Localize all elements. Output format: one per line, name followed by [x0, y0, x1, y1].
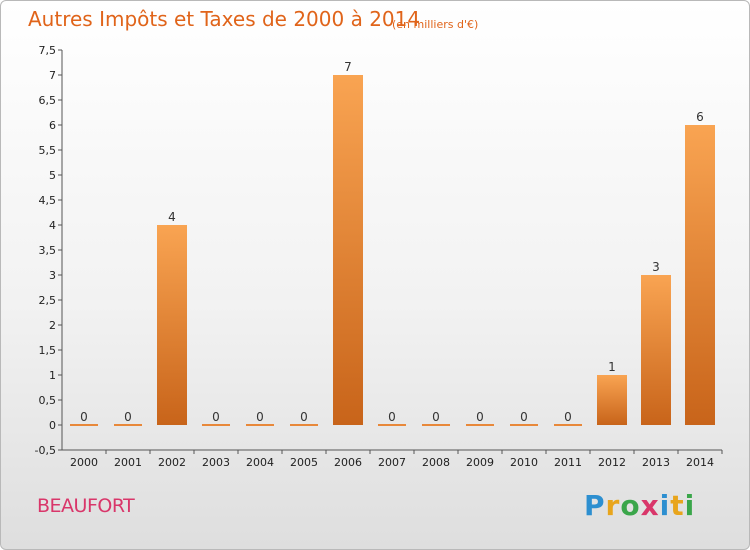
data-label: 0 [300, 410, 308, 424]
x-tick-label: 2009 [466, 456, 494, 469]
y-tick-label: 3,5 [39, 244, 57, 257]
proxiti-logo: Proxiti [584, 489, 695, 522]
y-tick-label: 4,5 [39, 194, 57, 207]
y-tick-label: 5,5 [39, 144, 57, 157]
bar [157, 225, 187, 425]
bar [378, 424, 406, 426]
data-label: 0 [520, 410, 528, 424]
y-tick-label: 3 [49, 269, 56, 282]
bar [597, 375, 627, 425]
x-tick-label: 2005 [290, 456, 318, 469]
x-tick-label: 2003 [202, 456, 230, 469]
commune-name: BEAUFORT [37, 495, 135, 517]
x-tick-label: 2012 [598, 456, 626, 469]
y-tick-label: 7,5 [39, 44, 57, 57]
x-tick-label: 2011 [554, 456, 582, 469]
bars [70, 75, 715, 426]
data-label: 0 [212, 410, 220, 424]
y-tick-label: 5 [49, 169, 56, 182]
x-tick-label: 2006 [334, 456, 362, 469]
logo-letter: t [670, 489, 685, 522]
data-labels: 0 0 4 0 0 0 7 0 0 0 0 0 1 3 6 [80, 60, 704, 424]
x-tick-label: 2008 [422, 456, 450, 469]
data-label: 0 [80, 410, 88, 424]
x-tick-label: 2001 [114, 456, 142, 469]
logo-letter: x [640, 489, 660, 522]
logo-letter: r [605, 489, 621, 522]
x-tick-label: 2014 [686, 456, 714, 469]
data-label: 0 [388, 410, 396, 424]
data-label: 7 [344, 60, 352, 74]
bar [70, 424, 98, 426]
logo-letter: P [584, 489, 606, 522]
bar [510, 424, 538, 426]
x-tick-label: 2010 [510, 456, 538, 469]
y-tick-label: 6 [49, 119, 56, 132]
bar [685, 125, 715, 425]
bar [290, 424, 318, 426]
logo-letter: i [659, 489, 671, 522]
y-tick-label: 0 [49, 419, 56, 432]
data-label: 0 [476, 410, 484, 424]
y-tick-label: -0,5 [35, 444, 56, 457]
chart-subtitle: (en milliers d'€) [392, 18, 479, 31]
bar [466, 424, 494, 426]
y-tick-label: 2 [49, 319, 56, 332]
y-tick-label: 2,5 [39, 294, 57, 307]
y-tick-label: 4 [49, 219, 56, 232]
bar [202, 424, 230, 426]
bar [333, 75, 363, 425]
data-label: 1 [608, 360, 616, 374]
y-tick-label: 1,5 [39, 344, 57, 357]
data-label: 4 [168, 210, 176, 224]
data-label: 0 [256, 410, 264, 424]
y-tick-label: 6,5 [39, 94, 57, 107]
x-tick-label: 2004 [246, 456, 274, 469]
bar [422, 424, 450, 426]
axes: -0,5 0 0,5 1 1,5 2 2,5 3 3,5 4 4,5 5 5,5 6 6,5 7 7,5 2000… [35, 44, 723, 469]
data-label: 3 [652, 260, 660, 274]
chart-title: Autres Impôts et Taxes de 2000 à 2014 [28, 7, 421, 31]
data-label: 0 [432, 410, 440, 424]
x-tick-label: 2007 [378, 456, 406, 469]
logo-letter: o [620, 489, 641, 522]
bar [641, 275, 671, 425]
x-tick-label: 2013 [642, 456, 670, 469]
x-tick-label: 2000 [70, 456, 98, 469]
y-tick-label: 0,5 [39, 394, 57, 407]
data-label: 0 [124, 410, 132, 424]
bar [554, 424, 582, 426]
y-tick-label: 7 [49, 69, 56, 82]
data-label: 6 [696, 110, 704, 124]
bar [114, 424, 142, 426]
y-tick-label: 1 [49, 369, 56, 382]
bar [246, 424, 274, 426]
logo-letter: i [684, 489, 696, 522]
data-label: 0 [564, 410, 572, 424]
x-tick-label: 2002 [158, 456, 186, 469]
